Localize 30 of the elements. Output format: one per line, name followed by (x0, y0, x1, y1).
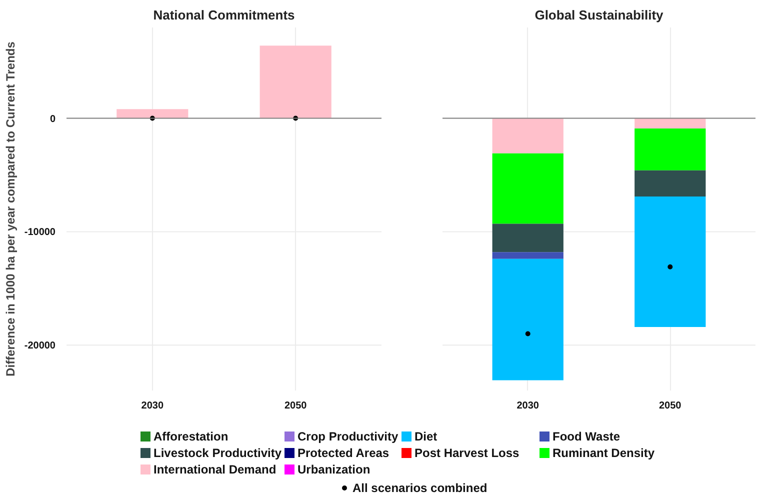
bar (634, 118, 706, 128)
legend-label: All scenarios combined (352, 481, 488, 495)
bar (634, 128, 706, 170)
legend-label: Food Waste (552, 430, 620, 444)
bar (492, 118, 564, 154)
legend-label: Ruminant Density (552, 446, 655, 460)
chart-title: Global Sustainability (534, 8, 664, 22)
legend-label: International Demand (154, 462, 276, 476)
x-tick-label: 2030 (516, 400, 540, 412)
legend-label: Diet (414, 430, 438, 444)
legend-label: Crop Productivity (298, 430, 398, 444)
x-tick-label: 2030 (141, 400, 164, 412)
legend-label: Post Harvest Loss (414, 446, 520, 460)
bar (492, 224, 564, 252)
bar (634, 196, 706, 327)
y-axis-title: Difference in 1000 ha per year compared to Current Trends (3, 41, 18, 376)
bar (492, 258, 564, 380)
y-tick-label: -20000 (24, 340, 56, 352)
legend-label: Afforestation (154, 430, 228, 444)
y-tick-label: -10000 (24, 227, 56, 238)
chart-title: National Commitments (153, 8, 295, 22)
legend-label: Protected Areas (298, 446, 390, 460)
x-tick-label: 2050 (284, 400, 308, 412)
y-tick-label: 0 (50, 114, 56, 125)
bar (634, 170, 706, 197)
bar (492, 252, 564, 259)
x-tick-label: 2050 (659, 400, 682, 412)
legend-label: Livestock Productivity (154, 446, 282, 460)
legend-label: Urbanization (298, 462, 370, 476)
bar (492, 153, 564, 224)
